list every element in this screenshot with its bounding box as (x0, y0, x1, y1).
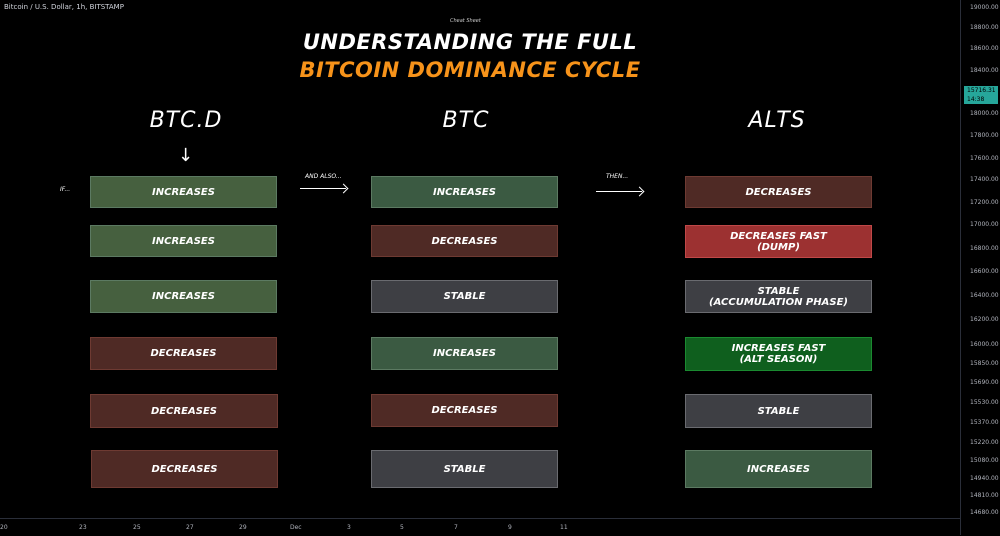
time-tick: 7 (454, 524, 458, 531)
alts-box-2: DECREASES FAST (DUMP) (685, 225, 872, 258)
price-tick: 16800.00 (970, 245, 999, 252)
time-tick: 29 (239, 524, 247, 531)
price-tick: 15530.00 (970, 399, 999, 406)
btc-box-3: STABLE (371, 280, 558, 313)
then-label: THEN... (606, 173, 629, 180)
if-label: IF... (60, 186, 71, 193)
and-also-arrow-icon (300, 188, 346, 189)
column-header-btc: BTC (442, 108, 490, 133)
price-tick: 17800.00 (970, 132, 999, 139)
price-tick: 19000.00 (970, 4, 999, 11)
cheat-sheet-label: Cheat Sheet (450, 18, 481, 24)
price-tick: 18600.00 (970, 45, 999, 52)
alts-box-1: DECREASES (685, 176, 872, 208)
time-tick: 25 (133, 524, 141, 531)
price-tick: 17200.00 (970, 199, 999, 206)
price-tick: 15690.00 (970, 379, 999, 386)
btcd-box-5: DECREASES (90, 394, 278, 428)
time-axis[interactable] (0, 518, 960, 536)
btcd-box-6: DECREASES (91, 450, 278, 488)
then-arrowhead-icon (634, 186, 645, 197)
down-arrow-icon: ↓ (178, 145, 194, 166)
time-tick: 5 (400, 524, 404, 531)
alts-box-3: STABLE (ACCUMULATION PHASE) (685, 280, 872, 313)
price-axis[interactable] (960, 0, 1000, 535)
price-tick: 18800.00 (970, 24, 999, 31)
symbol-label: Bitcoin / U.S. Dollar, 1h, BITSTAMP (4, 3, 124, 11)
then-arrow-icon (596, 191, 642, 192)
price-tick: 14940.00 (970, 475, 999, 482)
btcd-box-4: DECREASES (90, 337, 277, 370)
btcd-box-2: INCREASES (90, 225, 277, 257)
and-also-arrowhead-icon (338, 183, 349, 194)
alts-box-6: INCREASES (685, 450, 872, 488)
btc-box-2: DECREASES (371, 225, 558, 257)
price-tick: 16000.00 (970, 341, 999, 348)
price-tick: 15220.00 (970, 439, 999, 446)
column-header-btcd: BTC.D (149, 108, 223, 133)
countdown-tag: 14:38 (964, 95, 998, 104)
price-tick: 16400.00 (970, 292, 999, 299)
time-tick: 11 (560, 524, 568, 531)
btc-box-6: STABLE (371, 450, 558, 488)
price-tick: 17600.00 (970, 155, 999, 162)
alts-box-4: INCREASES FAST (ALT SEASON) (685, 337, 872, 371)
price-tick: 14810.00 (970, 492, 999, 499)
price-tick: 15080.00 (970, 457, 999, 464)
and-also-label: AND ALSO... (305, 173, 342, 180)
price-tick: 16200.00 (970, 316, 999, 323)
btcd-box-1: INCREASES (90, 176, 277, 208)
time-tick: 9 (508, 524, 512, 531)
btc-box-5: DECREASES (371, 394, 558, 427)
price-tick: 14680.00 (970, 509, 999, 516)
time-tick: 20 (0, 524, 8, 531)
time-tick: 23 (79, 524, 87, 531)
time-tick: 27 (186, 524, 194, 531)
title-line-1: UNDERSTANDING THE FULL (302, 30, 638, 54)
btc-box-4: INCREASES (371, 337, 558, 370)
time-tick: 3 (347, 524, 351, 531)
btcd-box-3: INCREASES (90, 280, 277, 313)
alts-box-5: STABLE (685, 394, 872, 428)
time-tick: Dec (290, 524, 302, 531)
last-price-tag: 15716.31 (964, 86, 998, 95)
title-line-2: BITCOIN DOMINANCE CYCLE (299, 58, 641, 82)
price-tick: 18400.00 (970, 67, 999, 74)
price-tick: 17000.00 (970, 221, 999, 228)
price-tick: 15370.00 (970, 419, 999, 426)
price-tick: 18000.00 (970, 110, 999, 117)
price-tick: 16600.00 (970, 268, 999, 275)
column-header-alts: ALTS (748, 108, 806, 133)
price-tick: 15850.00 (970, 360, 999, 367)
price-tick: 17400.00 (970, 176, 999, 183)
btc-box-1: INCREASES (371, 176, 558, 208)
